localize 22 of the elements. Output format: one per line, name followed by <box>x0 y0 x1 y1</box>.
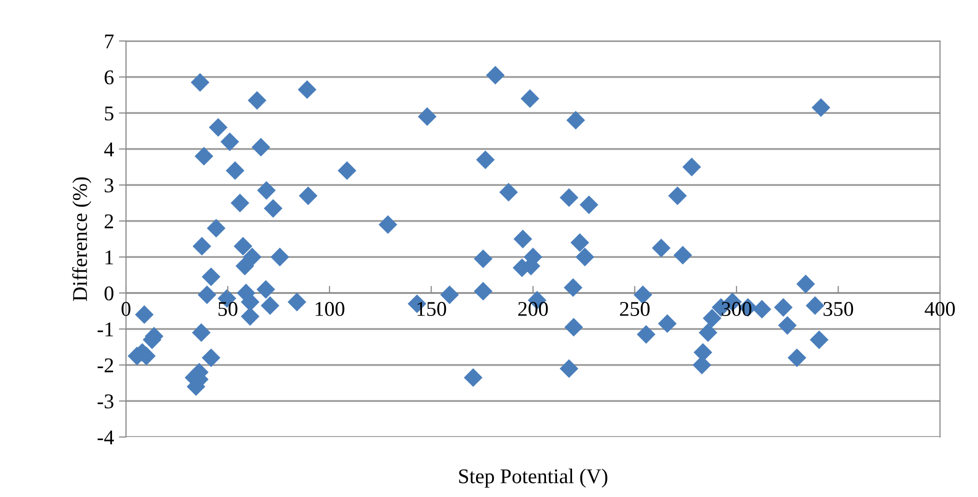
y-tick-label: 1 <box>106 250 113 264</box>
y-tick-label: 5 <box>104 106 114 120</box>
y-axis-title: Difference (%) <box>72 177 92 301</box>
y-tick-label: 3 <box>104 178 114 192</box>
x-tick-label: 250 <box>620 302 650 316</box>
y-tick-label: -2 <box>98 358 114 372</box>
y-tick-label: 4 <box>104 142 114 156</box>
x-tick-label: 150 <box>417 302 446 316</box>
y-tick-label: -3 <box>98 394 114 408</box>
y-tick-label: -4 <box>98 430 114 444</box>
y-tick-label: 7 <box>105 34 114 48</box>
y-tick-label: 6 <box>104 70 114 84</box>
y-tick-label: 0 <box>104 286 114 300</box>
x-axis-title: Step Potential (V) <box>459 468 608 488</box>
x-tick-label: 350 <box>824 302 854 316</box>
y-tick-label: -1 <box>98 322 113 336</box>
x-tick-label: 400 <box>924 302 955 316</box>
y-tick-label: 2 <box>104 214 114 228</box>
x-tick-label: 100 <box>316 302 344 316</box>
x-tick-label: 0 <box>122 302 130 316</box>
x-tick-label: 50 <box>218 302 238 316</box>
x-tick-label: 200 <box>518 302 548 316</box>
